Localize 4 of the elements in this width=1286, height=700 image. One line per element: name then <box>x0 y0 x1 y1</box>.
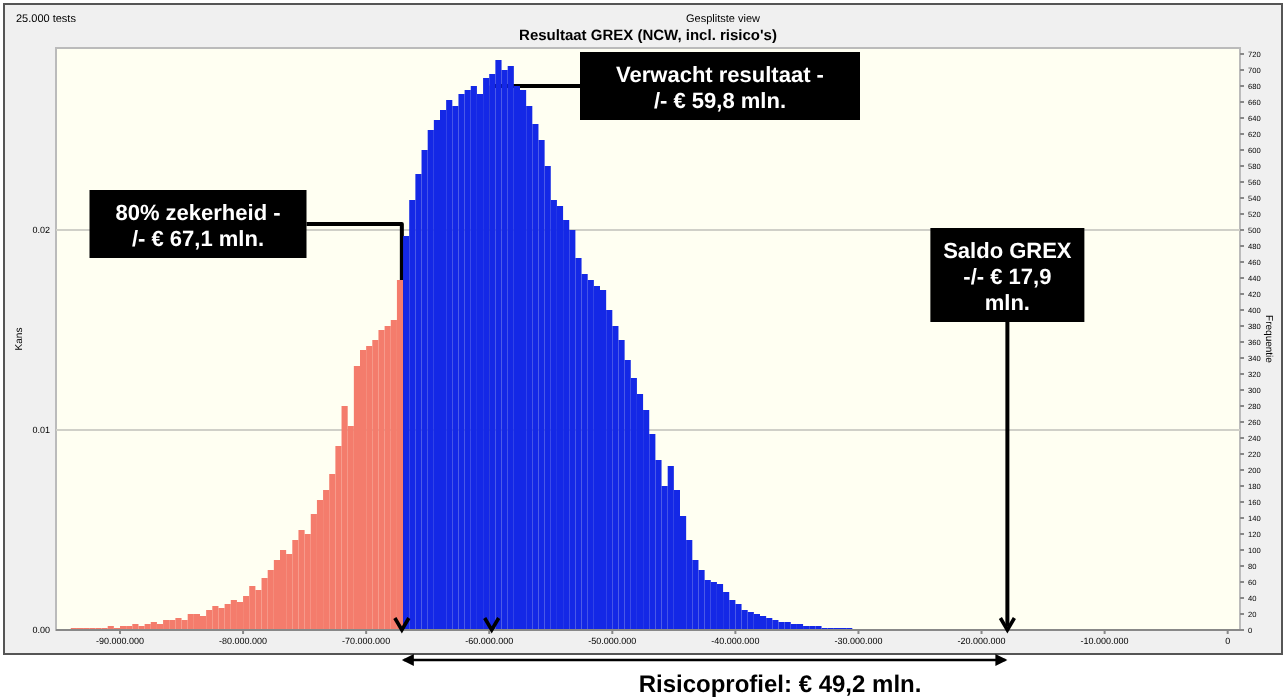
ref-line-label: 80% zekerheid - /- € 67,1 mln. <box>115 202 282 252</box>
ref-line-label: Verwacht resultaat - /- € 59,8 mln. <box>616 64 825 114</box>
text: Risicoprofiel: € 49,2 mln. <box>638 670 922 698</box>
ref-line-label: Saldo GREX -/- € 17,9 mln. <box>943 240 1073 316</box>
